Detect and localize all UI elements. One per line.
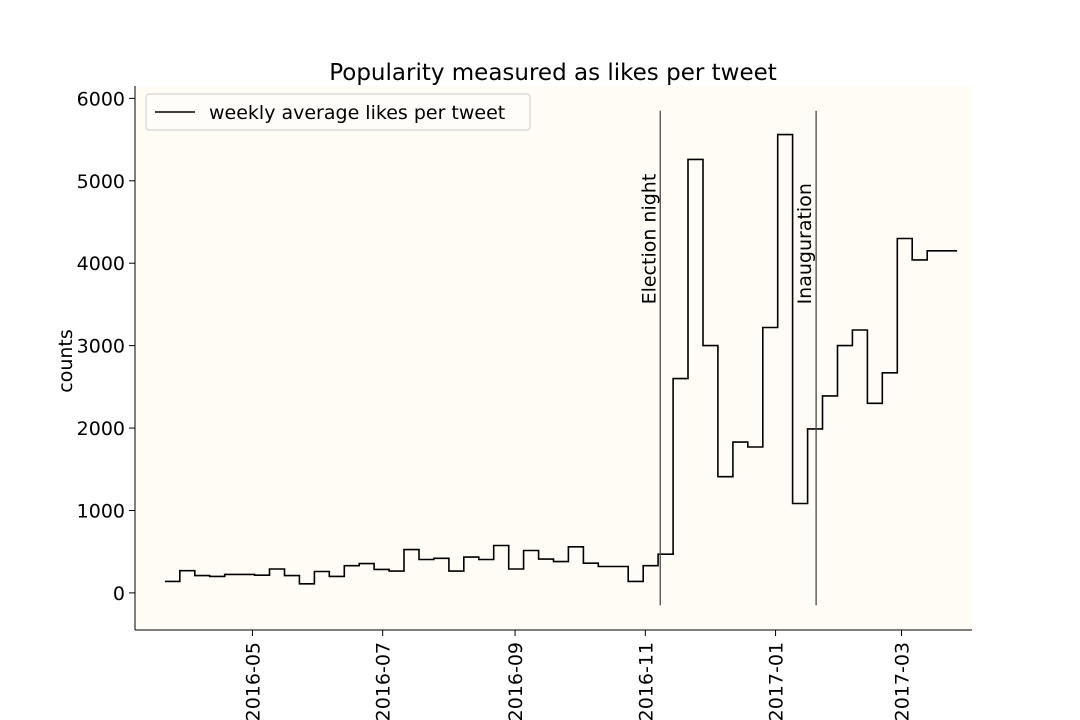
y-tick-label: 4000	[77, 253, 125, 275]
y-tick-label: 3000	[77, 336, 125, 358]
legend-label: weekly average likes per tweet	[209, 102, 505, 124]
x-tick-label: 2017-01	[766, 642, 788, 720]
y-tick-label: 6000	[77, 88, 125, 110]
series-layer	[164, 133, 958, 585]
x-tick-label: 2016-09	[505, 642, 527, 720]
axes-layer: 0 1000 2000 3000 4000 5000 6000 2016-05 2016-07…	[77, 86, 972, 720]
annotation-label-inauguration: Inauguration	[794, 183, 816, 304]
legend: weekly average likes per tweet	[145, 93, 531, 131]
x-ticks: 2016-05 2016-07 2016-09 2016-11 2017-01 2017-…	[242, 630, 914, 720]
y-axis-title: counts	[55, 329, 77, 393]
y-tick-label: 0	[113, 583, 125, 605]
annotation-layer: Election night Inauguration	[638, 110, 817, 606]
y-ticks: 0 1000 2000 3000 4000 5000 6000	[77, 88, 135, 605]
chart-title: Popularity measured as likes per tweet	[329, 60, 777, 86]
y-tick-label: 1000	[77, 500, 125, 522]
x-tick-label: 2017-03	[892, 642, 914, 720]
x-tick-label: 2016-11	[635, 642, 657, 720]
y-tick-label: 5000	[77, 171, 125, 193]
annotation-label-election-night: Election night	[638, 174, 660, 305]
x-tick-label: 2016-05	[242, 642, 264, 720]
plot-area	[135, 86, 972, 630]
series-line-weekly-average	[164, 133, 958, 585]
legend-box	[145, 93, 531, 131]
y-tick-label: 2000	[77, 418, 125, 440]
x-tick-label: 2016-07	[373, 642, 395, 720]
